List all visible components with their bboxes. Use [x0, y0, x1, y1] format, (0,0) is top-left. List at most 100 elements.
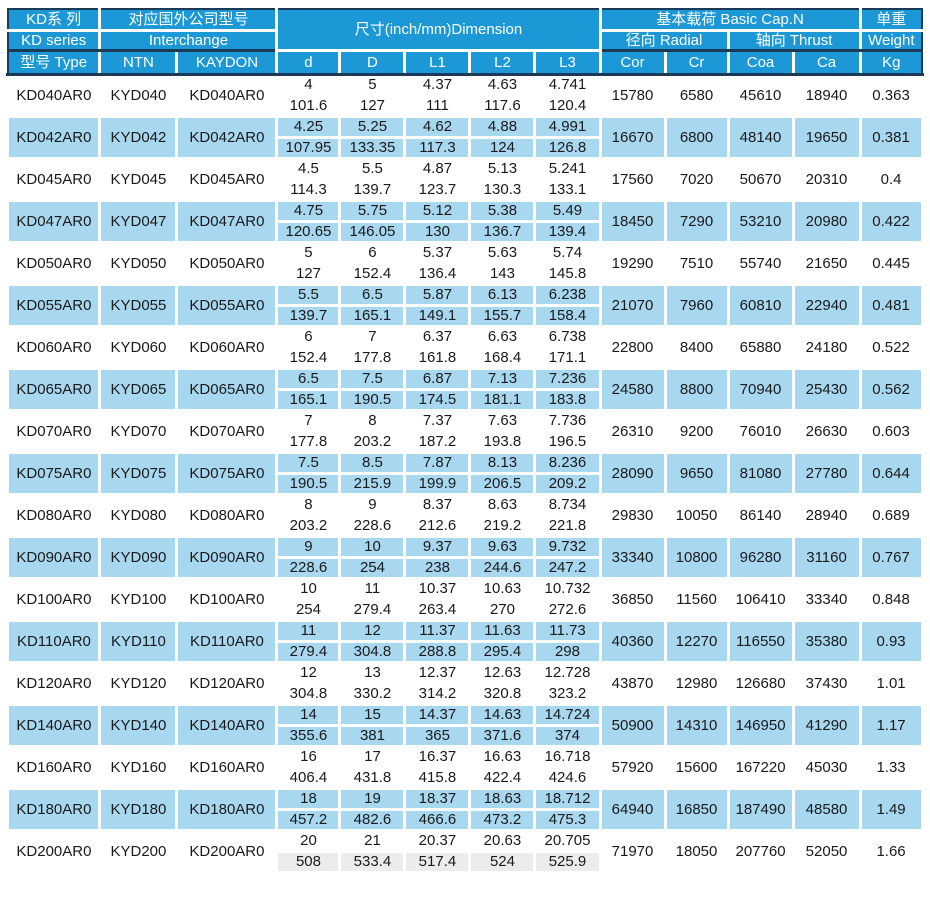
load-cell-coa: 86140	[726, 492, 795, 538]
dim-inch-cell-L1: 6.37	[403, 324, 472, 349]
load-cell-cr: 15600	[663, 744, 730, 790]
dim-inch-cell-L1: 16.37	[403, 744, 472, 769]
dim-inch-cell-L3: 12.728	[533, 660, 602, 685]
col-header-L1: L1	[403, 48, 472, 76]
dim-inch-cell-L2: 11.63	[468, 618, 537, 643]
load-cell-ca: 24180	[791, 324, 862, 370]
dim-mm-cell-D: 228.6	[338, 513, 407, 538]
dim-mm-cell-D: 203.2	[338, 429, 407, 454]
load-cell-cr: 12980	[663, 660, 730, 706]
dim-mm-cell-L2: 371.6	[468, 723, 537, 748]
load-cell-cor: 26310	[598, 408, 667, 454]
header-thrust-label: 轴向 Thrust	[726, 28, 862, 52]
kaydon-cell: KD140AR0	[175, 702, 279, 748]
dim-inch-cell-L3: 8.236	[533, 450, 602, 475]
dim-inch-cell-d: 18	[275, 786, 342, 811]
dim-inch-cell-L1: 18.37	[403, 786, 472, 811]
dim-mm-cell-D: 165.1	[338, 303, 407, 328]
dim-mm-cell-D: 152.4	[338, 261, 407, 286]
header-interchange-cn: 对应国外公司型号	[98, 8, 279, 32]
dim-inch-cell-L3: 6.238	[533, 282, 602, 307]
ntn-cell: KYD140	[98, 702, 179, 748]
dim-mm-cell-L2: 193.8	[468, 429, 537, 454]
dim-inch-cell-D: 10	[338, 534, 407, 559]
weight-cell: 0.522	[858, 324, 924, 370]
dim-inch-cell-d: 4.75	[275, 198, 342, 223]
load-cell-cor: 17560	[598, 156, 667, 202]
dim-mm-cell-d: 165.1	[275, 387, 342, 412]
dim-mm-cell-d: 406.4	[275, 765, 342, 790]
dim-mm-cell-D: 146.05	[338, 219, 407, 244]
dim-inch-cell-d: 4.5	[275, 156, 342, 181]
table-row: KD110AR0 KYD110 KD110AR0 11 12 11.37 11.63 11.7…	[6, 618, 924, 664]
dim-mm-cell-d: 508	[275, 849, 342, 874]
model-type-cell: KD180AR0	[6, 786, 102, 832]
table-row: KD075AR0 KYD075 KD075AR0 7.5 8.5 7.87 8.13 8.23…	[6, 450, 924, 496]
load-cell-ca: 22940	[791, 282, 862, 328]
header-radial-label: 径向 Radial	[598, 28, 730, 52]
load-cell-ca: 18940	[791, 72, 862, 118]
kaydon-cell: KD080AR0	[175, 492, 279, 538]
dim-inch-cell-L2: 5.13	[468, 156, 537, 181]
model-type-cell: KD080AR0	[6, 492, 102, 538]
load-cell-cr: 6580	[663, 72, 730, 118]
dim-mm-cell-L3: 126.8	[533, 135, 602, 160]
load-cell-ca: 33340	[791, 576, 862, 622]
dim-inch-cell-L3: 9.732	[533, 534, 602, 559]
ntn-cell: KYD060	[98, 324, 179, 370]
dim-mm-cell-L1: 238	[403, 555, 472, 580]
table-row: KD090AR0 KYD090 KD090AR0 9 10 9.37 9.63 9.732 33…	[6, 534, 924, 580]
dim-mm-cell-L3: 209.2	[533, 471, 602, 496]
load-cell-ca: 48580	[791, 786, 862, 832]
load-cell-coa: 116550	[726, 618, 795, 664]
dim-mm-cell-d: 279.4	[275, 639, 342, 664]
load-cell-cor: 43870	[598, 660, 667, 706]
dim-inch-cell-L2: 5.38	[468, 198, 537, 223]
kaydon-cell: KD045AR0	[175, 156, 279, 202]
dim-mm-cell-L1: 314.2	[403, 681, 472, 706]
load-cell-ca: 20310	[791, 156, 862, 202]
dim-inch-cell-L2: 20.63	[468, 828, 537, 853]
weight-cell: 0.562	[858, 366, 924, 412]
kaydon-cell: KD200AR0	[175, 828, 279, 874]
load-cell-cr: 7510	[663, 240, 730, 286]
dim-mm-cell-L1: 187.2	[403, 429, 472, 454]
model-type-cell: KD140AR0	[6, 702, 102, 748]
load-cell-coa: 126680	[726, 660, 795, 706]
dim-inch-cell-L1: 8.37	[403, 492, 472, 517]
model-type-cell: KD047AR0	[6, 198, 102, 244]
kaydon-cell: KD042AR0	[175, 114, 279, 160]
dim-mm-cell-L2: 422.4	[468, 765, 537, 790]
dim-mm-cell-D: 279.4	[338, 597, 407, 622]
load-cell-cor: 50900	[598, 702, 667, 748]
model-type-cell: KD065AR0	[6, 366, 102, 412]
load-cell-cor: 15780	[598, 72, 667, 118]
ntn-cell: KYD090	[98, 534, 179, 580]
dim-inch-cell-L1: 5.87	[403, 282, 472, 307]
load-cell-ca: 26630	[791, 408, 862, 454]
load-cell-ca: 21650	[791, 240, 862, 286]
dim-mm-cell-L2: 155.7	[468, 303, 537, 328]
ntn-cell: KYD160	[98, 744, 179, 790]
dim-inch-cell-d: 10	[275, 576, 342, 601]
dim-mm-cell-L2: 206.5	[468, 471, 537, 496]
dim-mm-cell-D: 533.4	[338, 849, 407, 874]
ntn-cell: KYD120	[98, 660, 179, 706]
load-cell-cr: 6800	[663, 114, 730, 160]
dim-mm-cell-L1: 123.7	[403, 177, 472, 202]
dim-inch-cell-L2: 6.13	[468, 282, 537, 307]
dim-mm-cell-L1: 212.6	[403, 513, 472, 538]
model-type-cell: KD200AR0	[6, 828, 102, 874]
load-cell-coa: 48140	[726, 114, 795, 160]
load-cell-coa: 76010	[726, 408, 795, 454]
header-weight-cn: 单重	[858, 8, 924, 32]
load-cell-cr: 18050	[663, 828, 730, 874]
dim-mm-cell-L3: 133.1	[533, 177, 602, 202]
dim-inch-cell-D: 5.5	[338, 156, 407, 181]
dim-inch-cell-L1: 4.87	[403, 156, 472, 181]
header-dimension-title: 尺寸(inch/mm)Dimension	[275, 7, 602, 52]
dim-inch-cell-d: 9	[275, 534, 342, 559]
dim-mm-cell-D: 381	[338, 723, 407, 748]
dim-mm-cell-d: 190.5	[275, 471, 342, 496]
table-row-mm: 406.4 431.8 415.8 422.4 424.6	[8, 765, 922, 790]
